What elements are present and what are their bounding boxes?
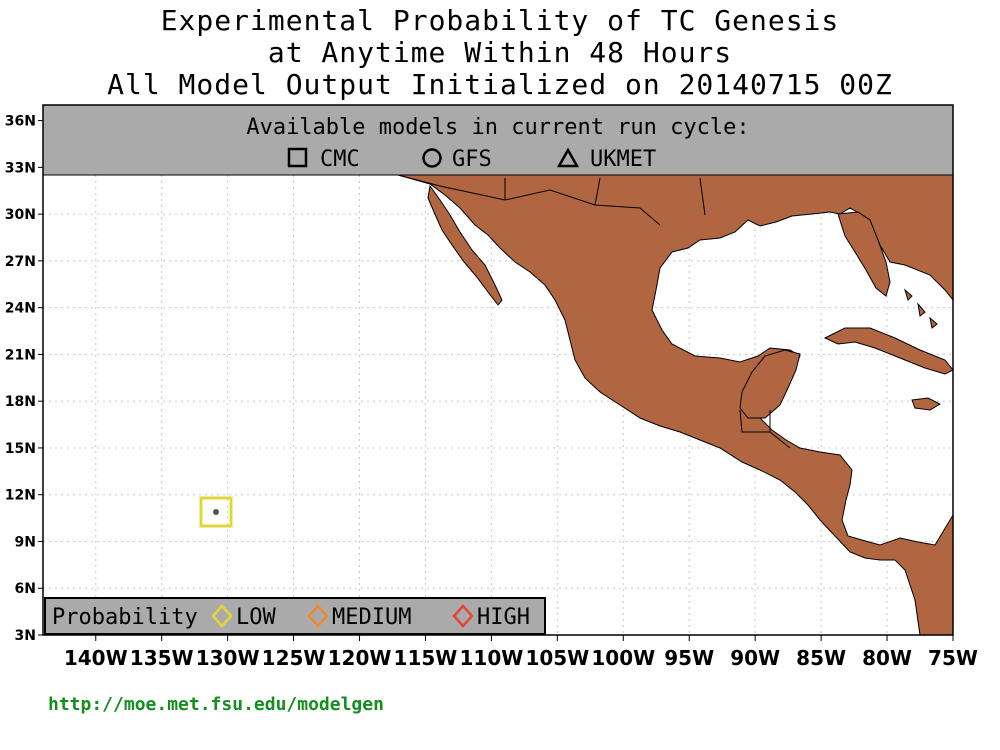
- latitude-axis: 3N 6N 9N 12N 15N 18N 21N 24N 27N 30N 33N 36N: [5, 114, 43, 644]
- lon-tick-label: 120W: [328, 646, 392, 670]
- legend-medium-label: MEDIUM: [332, 605, 411, 630]
- lat-tick-label: 6N: [15, 581, 36, 597]
- lat-tick-label: 18N: [5, 394, 36, 410]
- lon-tick-label: 90W: [730, 646, 780, 670]
- lon-tick-label: 100W: [591, 646, 655, 670]
- lon-tick-label: 95W: [664, 646, 714, 670]
- title-line-3: All Model Output Initialized on 20140715…: [107, 68, 893, 101]
- title-line-2: at Anytime Within 48 Hours: [267, 36, 733, 69]
- lat-tick-label: 30N: [5, 207, 36, 223]
- lat-tick-label: 12N: [5, 488, 36, 504]
- cuba-landmass: [823, 327, 954, 375]
- legend-low-label: LOW: [236, 605, 276, 630]
- land-masses: [397, 174, 954, 636]
- lon-tick-label: 125W: [262, 646, 326, 670]
- bahamas-landmass: [904, 288, 938, 329]
- model-cmc: CMC: [287, 147, 360, 172]
- lat-tick-label: 27N: [5, 254, 36, 270]
- baja-california-landmass: [427, 184, 503, 306]
- lon-tick-label: 110W: [459, 646, 523, 670]
- legend-high-label: HIGH: [477, 605, 530, 630]
- map-frame: [42, 104, 954, 636]
- lon-tick-label: 105W: [525, 646, 589, 670]
- lon-tick-label: 75W: [928, 646, 978, 670]
- longitude-axis: 140W 135W 130W 125W 120W 115W 110W 105W 100W 95W 9…: [64, 635, 978, 670]
- medium-diamond-icon: [307, 604, 329, 628]
- probability-legend-label: Probability: [52, 605, 198, 630]
- model-gfs: GFS: [422, 147, 492, 172]
- boundary-lines: [397, 174, 791, 449]
- footer-url-link[interactable]: http://moe.met.fsu.edu/modelgen: [48, 694, 384, 715]
- genesis-point-icon: [213, 509, 219, 515]
- models-box-heading: Available models in current run cycle:: [246, 115, 749, 140]
- probability-legend: Probability LOW MEDIUM HIGH: [44, 597, 546, 635]
- lat-tick-label: 3N: [15, 628, 36, 644]
- jamaica-landmass: [911, 397, 942, 411]
- model-ukmet-label: UKMET: [590, 147, 656, 172]
- yucatan-landmass: [739, 349, 801, 419]
- lat-tick-label: 15N: [5, 441, 36, 457]
- lon-tick-label: 135W: [130, 646, 194, 670]
- triangle-icon: [556, 147, 580, 168]
- low-diamond-icon: [211, 604, 233, 628]
- lat-tick-label: 24N: [5, 301, 36, 317]
- map-grid: [43, 120, 953, 635]
- lon-tick-label: 80W: [862, 646, 912, 670]
- lat-tick-label: 33N: [5, 160, 36, 176]
- lat-tick-label: 21N: [5, 347, 36, 363]
- florida-landmass: [837, 211, 891, 297]
- model-cmc-label: CMC: [320, 147, 360, 172]
- lon-tick-label: 130W: [196, 646, 260, 670]
- genesis-marker-cmc-low[interactable]: [199, 496, 233, 528]
- lon-tick-label: 115W: [394, 646, 458, 670]
- circle-icon: [422, 148, 442, 168]
- lat-tick-label: 9N: [15, 534, 36, 550]
- title-line-1: Experimental Probability of TC Genesis: [160, 4, 840, 37]
- lon-tick-label: 85W: [796, 646, 846, 670]
- mexico-central-america-landmass: [397, 174, 954, 636]
- model-ukmet: UKMET: [556, 147, 656, 172]
- high-diamond-icon: [452, 604, 474, 628]
- lat-tick-label: 36N: [5, 114, 36, 130]
- low-probability-square-icon: [199, 496, 233, 528]
- model-gfs-label: GFS: [452, 147, 492, 172]
- square-icon: [287, 147, 308, 168]
- lon-tick-label: 140W: [64, 646, 128, 670]
